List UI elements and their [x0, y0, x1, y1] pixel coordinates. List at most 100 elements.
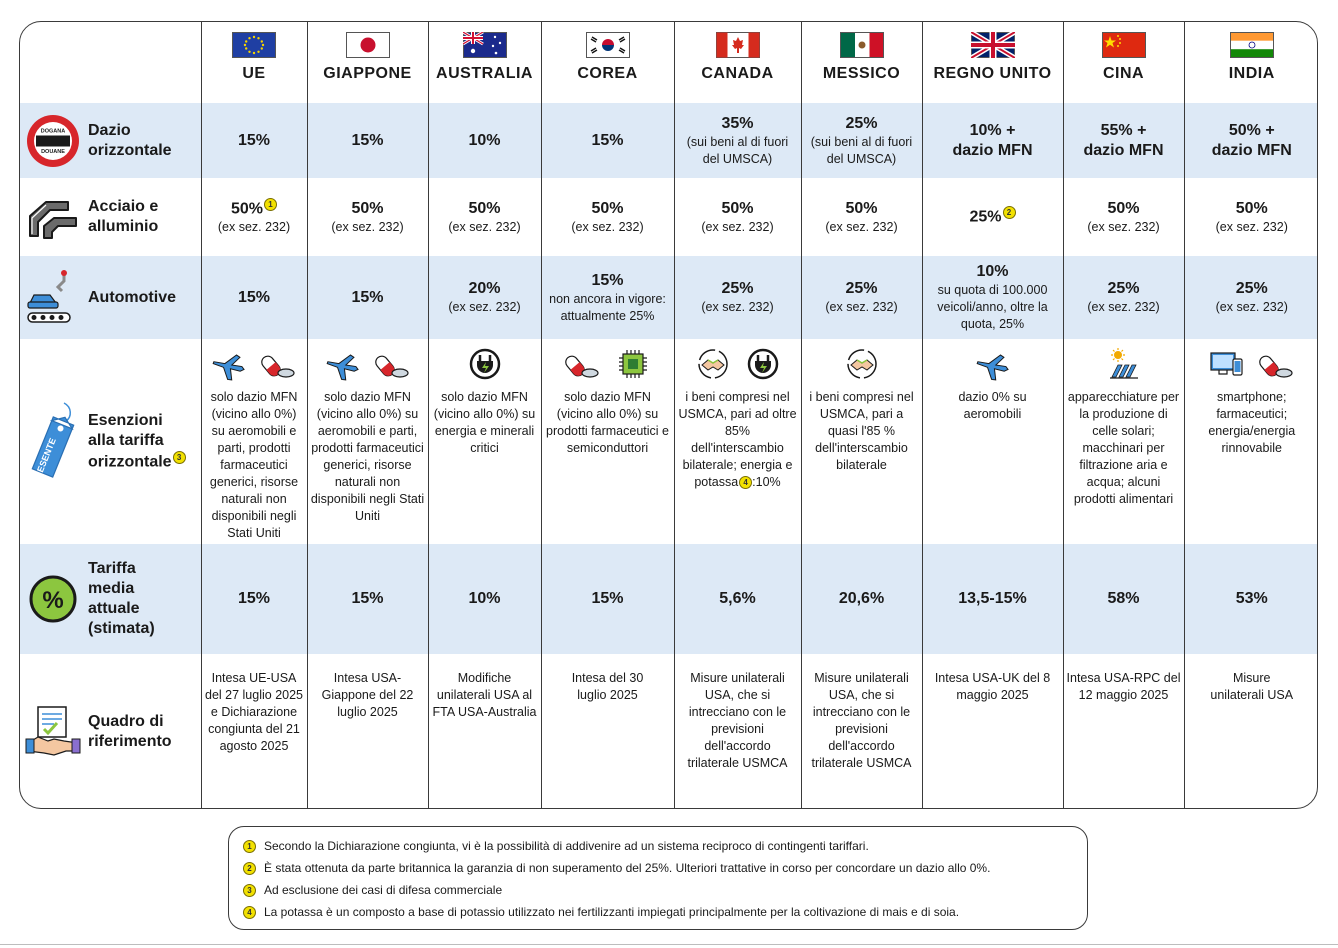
handshake-cycle-icon — [846, 349, 877, 379]
country-header: INDIA — [1183, 22, 1317, 103]
cell-subtext: (ex sez. 232) — [701, 300, 774, 314]
cell-value: 15% — [351, 131, 384, 149]
cell-subtext: (ex sez. 232) — [1087, 219, 1160, 234]
cell-subtext: (sui beni al di fuori del UMSCA) — [810, 134, 913, 166]
cell-value: 25% — [1235, 280, 1268, 297]
data-cell: i beni compresi nel USMCA, pari ad oltre… — [673, 339, 801, 544]
data-cell: dazio 0% su aeromobili — [921, 339, 1063, 544]
footnote-row: 2 È stata ottenuta da parte britannica la… — [243, 857, 1075, 879]
country-name: AUSTRALIA — [436, 65, 533, 82]
data-cell: 15% — [200, 544, 307, 654]
row-label: Dazio orizzontale — [88, 121, 172, 159]
row-label: Acciaio e alluminio — [88, 198, 159, 235]
data-cell: 50% (ex sez. 232) — [427, 178, 541, 256]
row-quadro: Quadro di riferimento Intesa UE-USA del … — [20, 654, 1317, 808]
country-name: UE — [242, 65, 266, 82]
row-header: DOGANA DOUANE Dazio orizzontale — [20, 103, 201, 178]
cell-value: 55% + dazio MFN — [1083, 121, 1164, 159]
cell-value: 35% — [721, 114, 754, 132]
row-header: Quadro di riferimento — [20, 654, 201, 808]
row-label: Tariffa media attuale (stimata) — [88, 560, 155, 637]
data-cell: 15% — [540, 544, 674, 654]
row-header: Automotive — [20, 256, 201, 339]
data-cell: 50% (ex sez. 232) — [306, 178, 428, 256]
data-cell: i beni compresi nel USMCA, pari a quasi … — [800, 339, 922, 544]
cell-subtext: (ex sez. 232) — [825, 300, 898, 314]
footnote-row: 3 Ad esclusione dei casi di difesa commer… — [243, 879, 1075, 901]
cell-subtext: non ancora in vigore: attualmente 25% — [549, 291, 666, 323]
data-cell: solo dazio MFN (vicino allo 0%) su aerom… — [306, 339, 428, 544]
data-cell: 13,5-15% — [921, 544, 1063, 654]
row-label: Quadro di riferimento — [88, 713, 172, 750]
cell-text: solo dazio MFN (vicino allo 0%) su energ… — [433, 390, 536, 455]
data-cell: 15% — [200, 256, 307, 339]
data-cell: 50% (ex sez. 232) — [540, 178, 674, 256]
row-dazio: DOGANA DOUANE Dazio orizzontale 15% 15% … — [20, 103, 1317, 178]
footnotes-box: 1 Secondo la Dichiarazione congiunta, vi … — [228, 826, 1088, 930]
car-assembly-icon — [27, 269, 71, 323]
tariff-table-frame: UE GIAPPONE AUSTRALIA — [19, 21, 1318, 809]
cell-value: 10% + dazio MFN — [952, 121, 1033, 159]
data-cell: 50% (ex sez. 232) — [1062, 178, 1184, 256]
footnote-marker: 3 — [172, 450, 186, 464]
cell-subtext: (ex sez. 232) — [1215, 219, 1288, 234]
cell-value: 50% — [468, 199, 501, 217]
cell-text: Misure unilaterali USA — [1210, 671, 1294, 702]
country-header: REGNO UNITO — [921, 22, 1063, 103]
cell-subtext: (ex sez. 232) — [331, 219, 404, 234]
country-header: CINA — [1062, 22, 1184, 103]
icon-text-top: DOGANA — [41, 128, 65, 134]
canada-flag-icon — [715, 32, 760, 58]
footnote-marker: 3 — [243, 883, 256, 897]
row-label-wrapper: Esenzioni alla tariffa orizzontale 3 — [88, 411, 192, 472]
corner-cell — [20, 22, 201, 103]
cell-value: 20,6% — [838, 590, 885, 607]
data-cell: 50% (ex sez. 232) — [673, 178, 801, 256]
row-acciaio: Acciaio e alluminio 50% 1 (ex sez. 232) 50… — [20, 178, 1317, 256]
data-cell: Intesa USA-UK del 8 maggio 2025 — [921, 654, 1063, 808]
row-header: ESENTE Esenzioni alla tariffa orizzontal… — [20, 339, 201, 544]
india-flag-icon — [1229, 32, 1274, 58]
country-header: MESSICO — [800, 22, 922, 103]
data-cell: solo dazio MFN (vicino allo 0%) su energ… — [427, 339, 541, 544]
cell-value: 50% + dazio MFN — [1211, 121, 1292, 159]
footnote-marker: 2 — [1002, 206, 1016, 220]
cell-value: 10% — [468, 131, 501, 149]
country-name: INDIA — [1228, 65, 1275, 82]
cell-value: 13,5-15% — [958, 590, 1027, 607]
tag-icon: ESENTE — [31, 401, 75, 478]
chip-icon — [618, 350, 647, 378]
data-cell: Intesa del 30 luglio 2025 — [540, 654, 674, 808]
data-cell: 50% (ex sez. 232) — [1183, 178, 1317, 256]
data-cell: 15% — [306, 103, 428, 178]
cell-text: i beni compresi nel USMCA, pari ad oltre… — [678, 390, 797, 489]
cell-value: 15% — [351, 288, 384, 306]
data-cell: 10% + dazio MFN — [921, 103, 1063, 178]
data-cell: Modifiche unilaterali USA al FTA USA-Aus… — [427, 654, 541, 808]
australia-flag-icon — [462, 32, 507, 58]
cell-text: dazio 0% su aeromobili — [958, 390, 1027, 421]
country-header: GIAPPONE — [306, 22, 428, 103]
cell-text: solo dazio MFN (vicino allo 0%) su aerom… — [209, 390, 299, 540]
cell-subtext: (ex sez. 232) — [1087, 300, 1160, 314]
data-cell: Intesa USA-Giappone del 22 luglio 2025 — [306, 654, 428, 808]
cell-value: 15% — [351, 590, 384, 607]
pills-icon — [374, 355, 409, 378]
data-cell: 10% — [427, 544, 541, 654]
cell-value: 10% — [468, 590, 501, 607]
country-name: COREA — [577, 65, 638, 82]
country-name: GIAPPONE — [323, 65, 412, 82]
cell-text: Intesa USA-UK del 8 maggio 2025 — [934, 671, 1051, 702]
header-row: UE GIAPPONE AUSTRALIA — [20, 22, 1317, 103]
country-name: CANADA — [701, 65, 774, 82]
country-header: CANADA — [673, 22, 801, 103]
cell-value: 50% — [845, 199, 878, 217]
cell-value: 25% — [969, 208, 1002, 226]
data-cell: 53% — [1183, 544, 1317, 654]
cell-subtext: (ex sez. 232) — [448, 219, 521, 234]
country-header: COREA — [540, 22, 674, 103]
cell-value: 5,6% — [719, 590, 756, 607]
eu-flag-icon — [232, 32, 276, 58]
cell-text: i beni compresi nel USMCA, pari a quasi … — [809, 390, 914, 472]
footnote-text: Secondo la Dichiarazione congiunta, vi è… — [264, 839, 869, 853]
